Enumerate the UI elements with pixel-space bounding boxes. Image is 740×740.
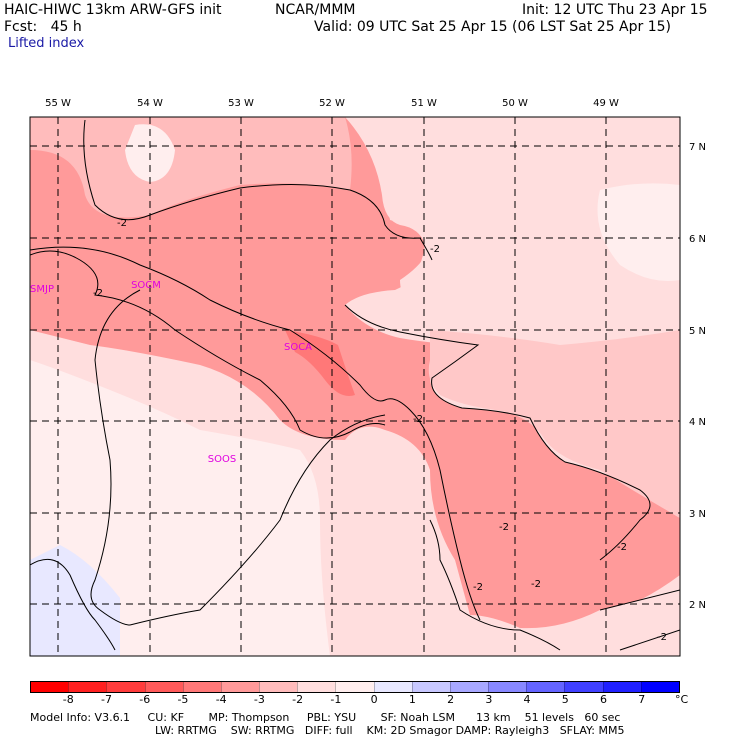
valid-time: Valid: 09 UTC Sat 25 Apr 15 (06 LST Sat …	[314, 19, 672, 35]
colorbar-tick-label: -5	[177, 693, 189, 706]
model-title: HAIC-HIWC 13km ARW-GFS init	[4, 2, 222, 18]
contour-neg2-c	[344, 304, 651, 561]
colorbar-swatch	[297, 682, 336, 692]
lon-label-53w: 53 W	[228, 98, 254, 109]
contour-label: -2	[413, 414, 423, 425]
lon-label-52w: 52 W	[319, 98, 345, 109]
colorbar-unit: °C	[675, 693, 689, 706]
map-frame	[29, 116, 681, 657]
lat-label-4n: 4 N	[689, 417, 706, 428]
colorbar-tick-label: 0	[370, 693, 378, 706]
contour-label: -2	[499, 522, 509, 533]
border-east	[129, 414, 386, 626]
lon-label-54w: 54 W	[137, 98, 163, 109]
contour-neg2-f	[619, 629, 680, 651]
contour-neg2-b	[30, 250, 386, 439]
colorbar-swatch	[488, 682, 527, 692]
lat-label-6n: 6 N	[689, 234, 706, 245]
field-band-neg2-north	[30, 117, 352, 218]
init-time: Init: 12 UTC Thu 23 Apr 15	[522, 2, 708, 18]
field-band-pale-ne	[345, 117, 680, 330]
contour-neg2-e	[599, 589, 680, 611]
lat-label-7n: 7 N	[689, 142, 706, 153]
colorbar-tick-label: 7	[638, 693, 646, 706]
colorbar-tick-label: 5	[561, 693, 569, 706]
colorbar-swatch	[144, 682, 183, 692]
colorbar-tick-label: 1	[408, 693, 416, 706]
colorbar-swatch	[220, 682, 260, 692]
colorbar	[30, 681, 680, 693]
contour-label: -2	[473, 582, 483, 593]
coastline	[30, 246, 481, 621]
colorbar-swatch	[411, 682, 450, 692]
colorbar-tick-label: -1	[330, 693, 342, 706]
colorbar-tick-label: -7	[100, 693, 112, 706]
model-info-line2: LW: RRTMG SW: RRTMG DIFF: full KM: 2D Sm…	[155, 724, 625, 737]
lon-label-51w: 51 W	[411, 98, 437, 109]
colorbar-swatch	[564, 682, 603, 692]
colorbar-swatch	[106, 682, 145, 692]
contour-label: -2	[657, 632, 667, 643]
colorbar-tick-label: 4	[523, 693, 531, 706]
contour-label: -2	[430, 244, 440, 255]
contour-label: -2	[531, 579, 541, 590]
contour-neg2-d	[429, 519, 561, 651]
colorbar-tick-label: 6	[600, 693, 608, 706]
colorbar-swatch	[373, 682, 412, 692]
station-smjp: SMJP	[30, 284, 54, 295]
colorbar-tick-label: -3	[253, 693, 265, 706]
colorbar-tick-label: -2	[292, 693, 304, 706]
colorbar-swatch	[68, 682, 107, 692]
field-lobe-neg4-core	[285, 330, 355, 396]
colorbar-swatch	[602, 682, 641, 692]
colorbar-tick-label: 2	[447, 693, 455, 706]
lon-label-55w: 55 W	[45, 98, 71, 109]
station-soca: SOCA	[284, 342, 312, 353]
colorbar-tick-label: 3	[485, 693, 493, 706]
field-lobe-pale-east-hole	[597, 183, 680, 281]
model-info-line1: Model Info: V3.6.1 CU: KF MP: Thompson P…	[30, 711, 621, 724]
station-soos: SOOS	[208, 454, 236, 465]
contour-label: -2	[617, 542, 627, 553]
lon-label-50w: 50 W	[502, 98, 528, 109]
colorbar-tick-label: -4	[215, 693, 227, 706]
lon-label-49w: 49 W	[593, 98, 619, 109]
colorbar-swatch	[182, 682, 221, 692]
lat-label-2n: 2 N	[689, 600, 706, 611]
forecast-hour: Fcst: 45 h	[4, 19, 82, 35]
field-band-neg3-north	[30, 117, 680, 629]
contour-neg2-a	[83, 119, 433, 261]
colorbar-swatch	[640, 682, 679, 692]
colorbar-swatch	[259, 682, 298, 692]
lat-label-5n: 5 N	[689, 326, 706, 337]
contour-label: -2	[117, 218, 127, 229]
colorbar-tick-label: -6	[139, 693, 151, 706]
colorbar-swatch	[335, 682, 374, 692]
colorbar-swatch	[526, 682, 565, 692]
colorbar-tick-label: -8	[62, 693, 74, 706]
station-socm: SOCM	[131, 280, 161, 291]
lat-label-3n: 3 N	[689, 509, 706, 520]
graticule	[30, 117, 680, 656]
colorbar-swatch	[449, 682, 489, 692]
contour-label: -2	[93, 288, 103, 299]
colorbar-swatch	[31, 682, 69, 692]
border-west	[90, 289, 141, 626]
field-band-neg2-east	[428, 330, 680, 518]
field-name: Lifted index	[8, 36, 85, 51]
org-label: NCAR/MMM	[275, 2, 356, 18]
